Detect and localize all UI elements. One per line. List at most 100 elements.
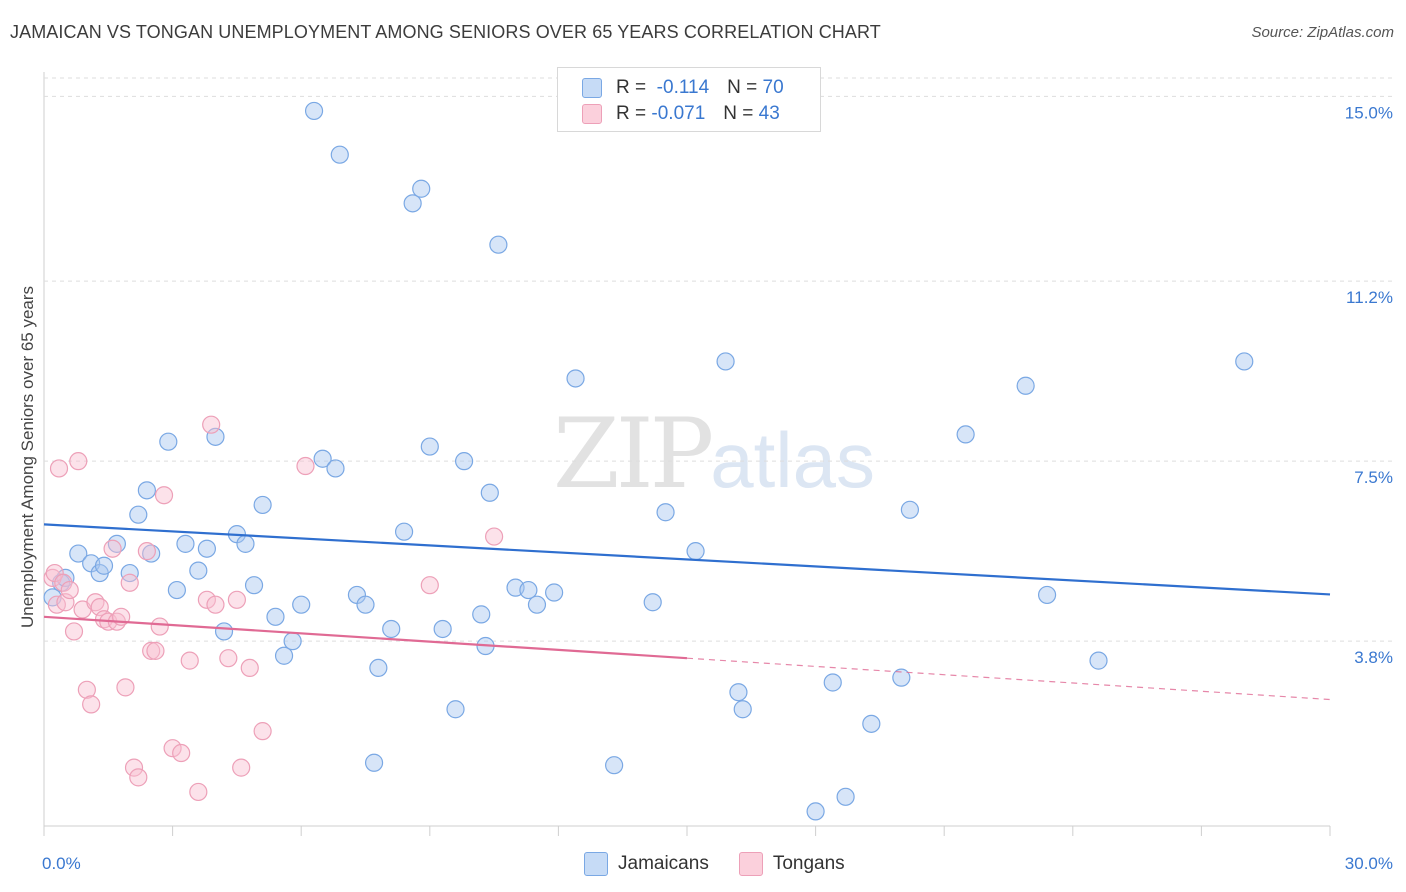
y-tick-label: 3.8%: [1354, 648, 1393, 667]
jamaicans-point: [480, 483, 499, 502]
stats-row-jamaicans: R = -0.114 N = 70: [582, 75, 784, 101]
r-label: R =: [616, 77, 647, 98]
jamaicans-point: [806, 802, 825, 821]
jamaicans-point: [686, 542, 705, 561]
source-label: Source: ZipAtlas.com: [1251, 24, 1394, 41]
jamaicans-trend-line: [43, 523, 1331, 596]
watermark-zip: ZIP: [553, 398, 714, 510]
legend-item-jamaicans: Jamaicans: [584, 852, 709, 876]
tongans-point: [227, 590, 246, 609]
jamaicans-point: [120, 563, 139, 583]
jamaicans-point: [137, 481, 156, 500]
jamaicans-point: [412, 179, 431, 198]
jamaicans-point: [566, 369, 585, 388]
jamaicans-legend-swatch: [584, 852, 608, 876]
n-value: 43: [758, 103, 780, 124]
jamaicans-point: [643, 593, 662, 612]
jamaicans-point: [862, 714, 881, 733]
jamaicans-point: [159, 432, 178, 451]
tongans-point: [69, 452, 88, 471]
tongans-point: [150, 617, 169, 636]
tongans-point: [253, 722, 272, 741]
tongans-point: [54, 573, 73, 592]
tongans-swatch: [582, 104, 602, 124]
n-value: 70: [762, 77, 784, 98]
jamaicans-point: [900, 500, 920, 519]
jamaicans-point: [326, 459, 345, 478]
tongans-point: [240, 658, 259, 678]
tongans-point: [64, 622, 84, 641]
jamaicans-point: [545, 583, 564, 602]
jamaicans-point: [454, 452, 474, 471]
watermark: ZIPatlas: [553, 398, 875, 510]
jamaicans-point: [527, 595, 547, 614]
r-value: -0.114: [656, 77, 710, 98]
x-tick-label: 0.0%: [42, 854, 81, 873]
tongans-point: [197, 590, 216, 609]
jamaicans-point: [1089, 651, 1108, 670]
tongans-point: [180, 651, 199, 670]
tongans-point: [60, 580, 79, 600]
jamaicans-point: [1016, 376, 1035, 395]
r-label: R =: [616, 103, 647, 124]
tongans-point: [206, 595, 225, 614]
jamaicans-point: [364, 753, 384, 772]
tongans-point: [77, 680, 96, 699]
jamaicans-point: [382, 619, 401, 639]
jamaicans-point: [304, 101, 324, 121]
tongans-point: [146, 641, 165, 660]
tongans-point: [420, 576, 439, 595]
jamaicans-point: [274, 646, 294, 665]
jamaicans-point: [236, 534, 255, 553]
jamaicans-point: [266, 607, 285, 626]
jamaicans-point: [94, 556, 114, 575]
jamaicans-point: [823, 673, 842, 692]
jamaicans-point: [605, 756, 624, 775]
tongans-point: [189, 782, 208, 802]
jamaicans-point: [656, 503, 675, 522]
jamaicans-point: [1037, 585, 1057, 605]
tongans-point: [163, 739, 182, 758]
jamaicans-point: [836, 787, 855, 806]
tongans-point: [154, 486, 174, 505]
tongans-point: [485, 527, 504, 546]
tongans-point: [202, 415, 221, 434]
jamaicans-point: [956, 425, 975, 444]
y-tick-label: 15.0%: [1345, 103, 1393, 122]
jamaicans-point: [214, 622, 234, 641]
jamaicans-point: [283, 632, 302, 651]
chart-title: JAMAICAN VS TONGAN UNEMPLOYMENT AMONG SE…: [10, 22, 881, 42]
tongans-point: [82, 695, 101, 714]
jamaicans-point: [489, 235, 508, 254]
x-tick-label: 30.0%: [1345, 854, 1393, 873]
jamaicans-point: [189, 561, 208, 580]
n-label: N =: [727, 77, 758, 98]
jamaicans-point: [129, 505, 148, 524]
series-legend: Jamaicans Tongans: [584, 852, 875, 876]
stats-legend: R = -0.114 N = 70 R = -0.071 N = 43: [557, 67, 821, 132]
jamaicans-point: [433, 619, 452, 639]
tongans-point: [296, 456, 315, 476]
jamaicans-point: [420, 437, 439, 456]
jamaicans-point: [292, 595, 311, 614]
jamaicans-point: [519, 580, 538, 600]
tongans-point: [49, 459, 69, 478]
jamaicans-point: [446, 700, 465, 719]
tongans-trend-extension: [686, 657, 1331, 701]
legend-item-tongans: Tongans: [738, 852, 845, 876]
jamaicans-point: [330, 145, 349, 164]
jamaicans-point: [356, 595, 375, 614]
jamaicans-point: [472, 605, 491, 624]
jamaicans-point: [394, 522, 414, 541]
jamaicans-point: [313, 449, 332, 468]
tongans-point: [124, 758, 144, 777]
jamaicans-point: [1235, 352, 1254, 371]
jamaicans-swatch: [582, 78, 602, 98]
jamaicans-point: [253, 495, 272, 515]
watermark-atlas: atlas: [710, 416, 875, 504]
jamaicans-point: [733, 700, 752, 719]
jamaicans-point: [369, 658, 388, 678]
tongans-point: [103, 539, 122, 558]
jamaicans-point: [197, 539, 216, 558]
